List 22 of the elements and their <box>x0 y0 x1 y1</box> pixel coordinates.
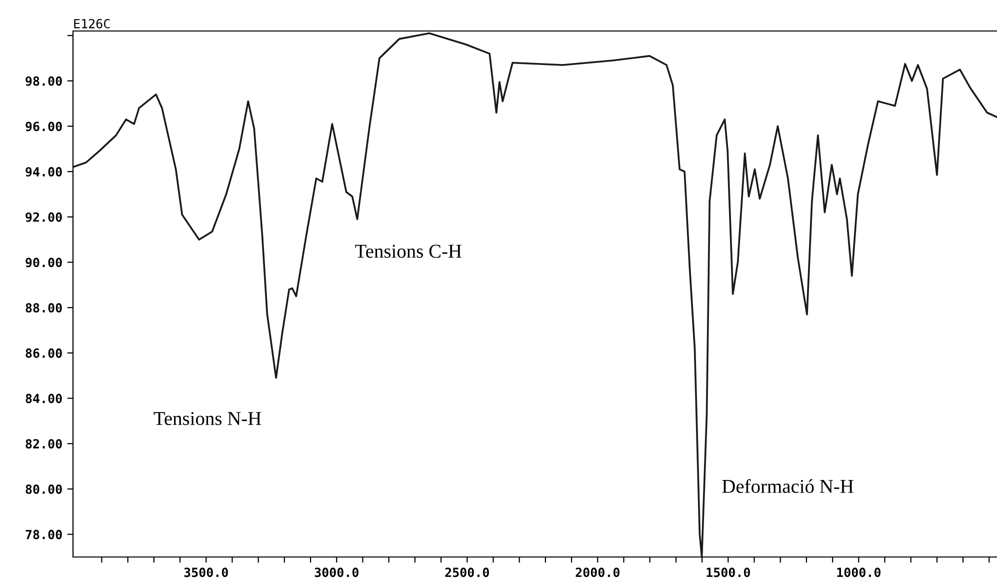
chart-title: E126C <box>74 18 110 28</box>
x-tick-label: 2000.0 <box>576 568 620 578</box>
y-tick-label: 84.00 <box>26 394 62 404</box>
y-tick-label: 94.00 <box>26 167 62 177</box>
x-tick-label: 3000.0 <box>314 568 358 578</box>
y-tick-label: 90.00 <box>26 258 62 268</box>
annotation: Tensions C-H <box>355 244 462 258</box>
y-tick-label: 82.00 <box>26 439 62 449</box>
y-tick-label: 88.00 <box>26 303 62 313</box>
annotation: Tensions N-H <box>154 412 262 426</box>
annotation: Deformació N-H <box>722 479 854 493</box>
x-tick-label: 1000.0 <box>837 568 880 578</box>
line-series <box>73 32 997 557</box>
y-tick-label: 98.00 <box>26 76 62 86</box>
x-tick-label: 1500.0 <box>706 568 750 578</box>
x-tick-label: 3500.0 <box>184 568 228 578</box>
x-tick-label: 2500.0 <box>445 568 489 578</box>
y-tick-label: 80.00 <box>26 484 62 494</box>
y-tick-label: 78.00 <box>26 530 62 540</box>
y-tick-label: 96.00 <box>26 122 62 132</box>
y-tick-label: 92.00 <box>26 212 62 222</box>
y-tick-label: 86.00 <box>26 348 62 358</box>
